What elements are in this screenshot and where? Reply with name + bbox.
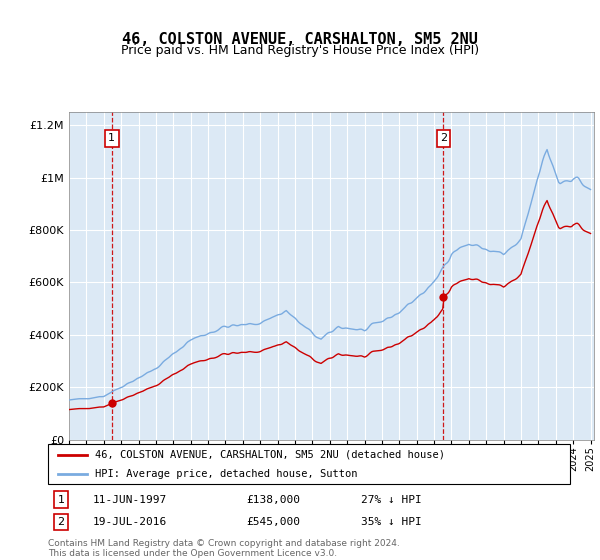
Text: 2: 2: [440, 133, 447, 143]
Text: 19-JUL-2016: 19-JUL-2016: [92, 517, 167, 527]
Text: 46, COLSTON AVENUE, CARSHALTON, SM5 2NU: 46, COLSTON AVENUE, CARSHALTON, SM5 2NU: [122, 32, 478, 46]
Text: £545,000: £545,000: [247, 517, 301, 527]
Text: 1: 1: [58, 494, 65, 505]
Text: £138,000: £138,000: [247, 494, 301, 505]
Text: 1: 1: [108, 133, 115, 143]
Text: 2: 2: [58, 517, 65, 527]
Text: 27% ↓ HPI: 27% ↓ HPI: [361, 494, 422, 505]
Text: 35% ↓ HPI: 35% ↓ HPI: [361, 517, 422, 527]
Text: 46, COLSTON AVENUE, CARSHALTON, SM5 2NU (detached house): 46, COLSTON AVENUE, CARSHALTON, SM5 2NU …: [95, 450, 445, 460]
Text: Contains HM Land Registry data © Crown copyright and database right 2024.
This d: Contains HM Land Registry data © Crown c…: [48, 539, 400, 558]
Text: HPI: Average price, detached house, Sutton: HPI: Average price, detached house, Sutt…: [95, 469, 358, 478]
Text: 11-JUN-1997: 11-JUN-1997: [92, 494, 167, 505]
Text: Price paid vs. HM Land Registry's House Price Index (HPI): Price paid vs. HM Land Registry's House …: [121, 44, 479, 57]
